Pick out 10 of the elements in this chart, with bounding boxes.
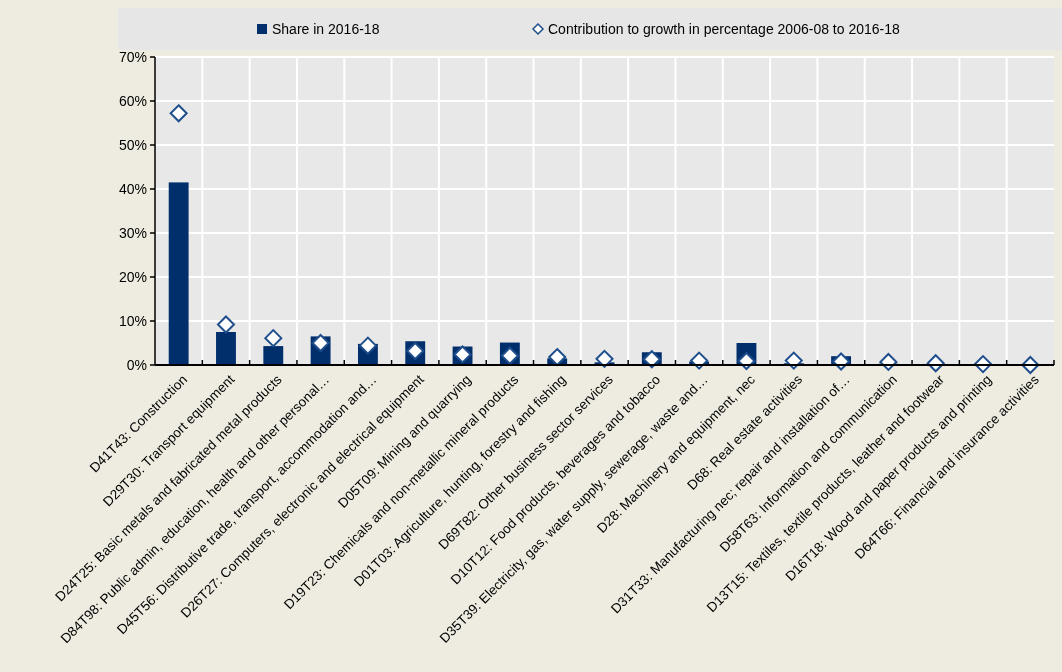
y-tick-label: 0%	[126, 356, 147, 373]
y-tick-label: 40%	[118, 180, 147, 197]
y-tick-label: 60%	[118, 92, 147, 109]
y-tick-label: 10%	[118, 312, 147, 329]
y-tick-label: 70%	[118, 48, 147, 65]
y-tick-label: 20%	[118, 268, 147, 285]
y-tick-label: 50%	[118, 136, 147, 153]
y-tick-label: 30%	[118, 224, 147, 241]
legend-label: Contribution to growth in percentage 2006-08 to 2016-18	[548, 21, 901, 37]
legend-label: Share in 2016-18	[272, 21, 380, 37]
